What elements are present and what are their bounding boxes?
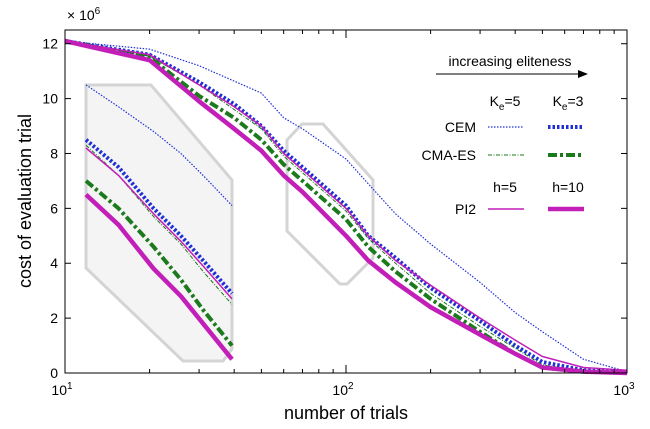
inset-series-group [84, 84, 234, 361]
legend-header-ke5-tail: =5 [504, 93, 520, 109]
y-tick-label: 6 [50, 200, 58, 216]
y-tick-label: 8 [50, 145, 58, 161]
series-line-cem-k-e-5 [64, 40, 628, 373]
y-tick-label: 0 [50, 365, 58, 381]
y-tick-label: 10 [42, 91, 58, 107]
y-multiplier-exponent: 6 [95, 6, 101, 17]
x-tick-label: 103 [613, 381, 635, 398]
legend-header-ke3-tail: =3 [567, 93, 583, 109]
legend-label-cma-es: CMA-ES [422, 147, 476, 163]
inset-region-source [285, 122, 375, 286]
y-tick-label: 12 [42, 36, 58, 52]
y-axis: 0 2 4 6 8 10 12 [42, 36, 627, 381]
inset-series-line-cma-es-k-e-3 [84, 179, 234, 347]
legend-header-ke3: Ke=3 [553, 93, 584, 113]
legend-header-ke5-sub: e [499, 102, 505, 113]
y-tick-label: 2 [50, 310, 58, 326]
y-multiplier-label: × 106 [67, 6, 101, 23]
legend-header-ke3-sub: e [562, 102, 568, 113]
x-tick-label: 101 [51, 381, 73, 398]
inset-series-line-pi2-h-5 [85, 147, 233, 300]
eliteness-annotation: increasing eliteness [449, 53, 572, 69]
inset-series-line-cem-k-e-3 [84, 138, 234, 295]
series-group [64, 38, 628, 376]
legend-label-pi2: PI2 [455, 201, 476, 217]
x-axis-title: number of trials [284, 403, 408, 423]
x-tick-label: 102 [332, 381, 354, 398]
legend: increasing eliteness Ke=5 Ke=3 CEM CMA-E… [422, 53, 588, 217]
legend-header-ke5: Ke=5 [490, 93, 521, 113]
x-axis: 101 102 103 [51, 30, 635, 398]
y-tick-label: 4 [50, 255, 58, 271]
inset-series-line-cma-es-k-e-5 [85, 144, 233, 305]
series-line-cem-k-e-3 [64, 39, 628, 375]
inset-series-line-cem-k-e-5 [85, 84, 233, 207]
series-line-pi2-h-10 [64, 38, 628, 376]
y-axis-title: cost of evaluation trial [15, 114, 35, 288]
legend-header-h10: h=10 [552, 179, 584, 195]
eliteness-arrow-head [578, 70, 588, 78]
inset-series-line-pi2-h-10 [84, 192, 234, 361]
series-line-cma-es-k-e-5 [64, 40, 628, 374]
legend-header-h5: h=5 [493, 179, 517, 195]
series-line-cma-es-k-e-3 [64, 39, 628, 375]
legend-label-cem: CEM [445, 119, 476, 135]
series-line-pi2-h-5 [64, 40, 628, 372]
